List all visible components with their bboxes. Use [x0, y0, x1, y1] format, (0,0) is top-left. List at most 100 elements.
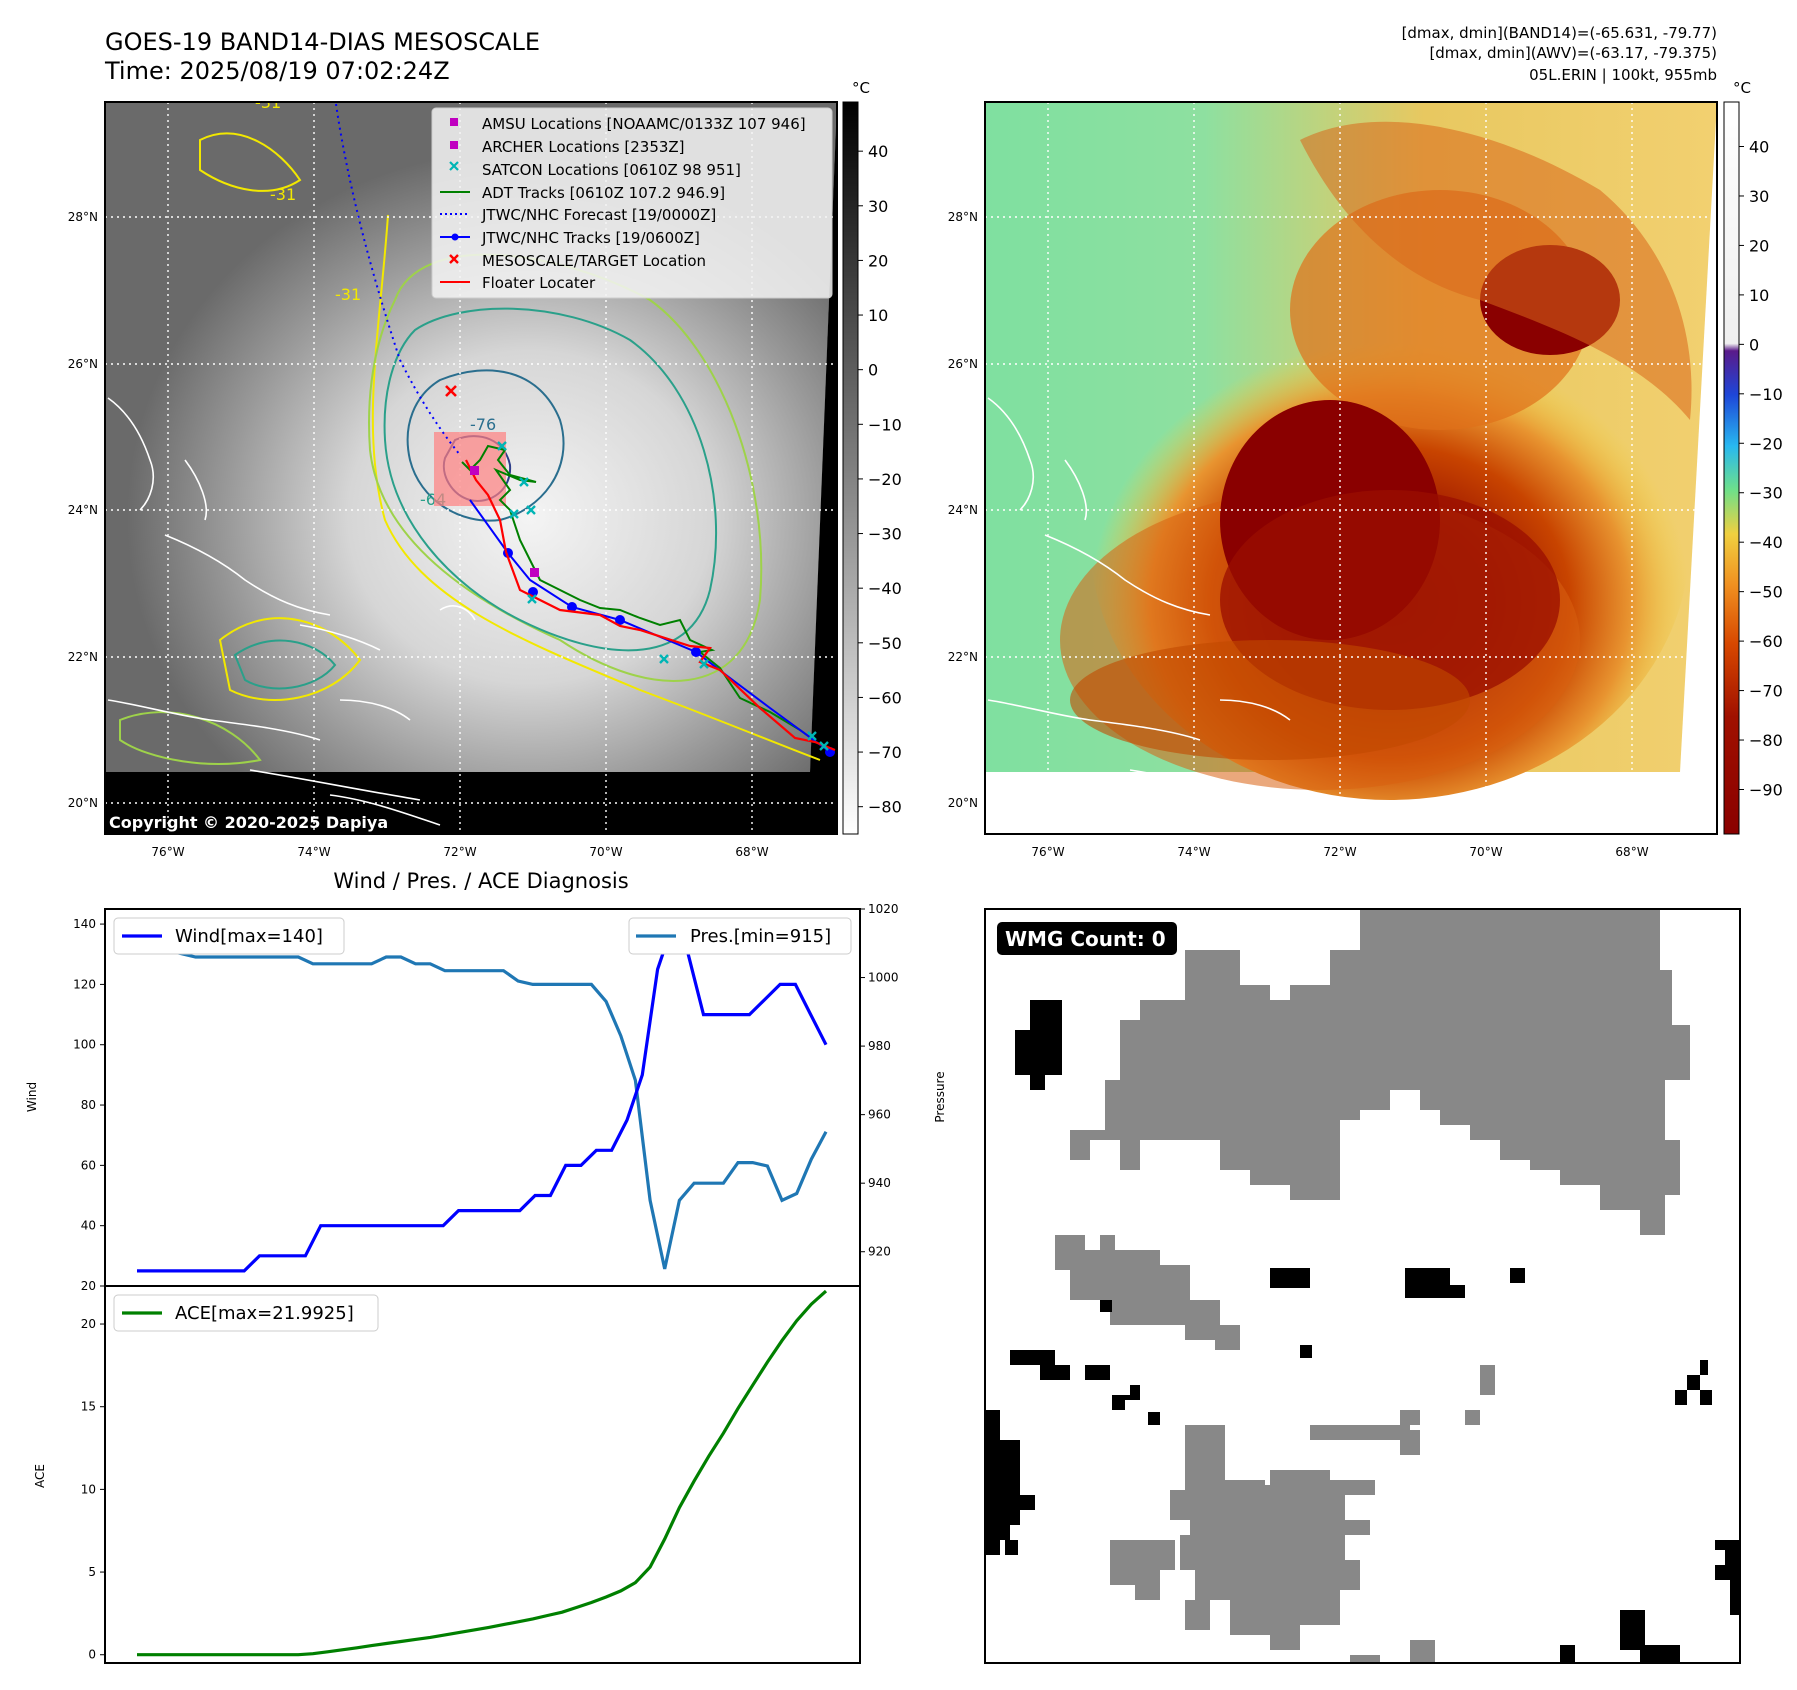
lat-label: 20°N — [948, 796, 978, 810]
figure-title-line2: Time: 2025/08/19 07:02:24Z — [104, 57, 450, 85]
contour-label: -31 — [270, 185, 296, 204]
legend-label: ACE[max=21.9925] — [175, 1303, 354, 1324]
y2-tick-label: 1000 — [868, 971, 899, 985]
colorbar-tick-label: 30 — [868, 197, 888, 216]
map-legend: AMSU Locations [NOAAMC/0133Z 107 946] AR… — [431, 107, 833, 299]
jtwc-forecast-track — [335, 103, 461, 456]
lon-label: 70°W — [589, 845, 622, 859]
lat-label: 28°N — [948, 210, 978, 224]
ace-chart: 0 5 10 15 20 ACE ACE[max=21.9925] — [33, 1285, 861, 1664]
archer-marker — [470, 466, 479, 475]
satcon-marker — [497, 441, 507, 451]
y-tick-label: 5 — [88, 1565, 96, 1579]
satcon-marker — [699, 659, 709, 669]
contour-label: -76 — [470, 415, 496, 434]
colorbar-tick-label: 10 — [868, 306, 888, 325]
y-tick-label: 60 — [81, 1158, 96, 1172]
colorbar-tick-label: −70 — [1749, 682, 1783, 701]
colorbar-tick-label: −60 — [868, 688, 902, 707]
satcon-marker — [509, 509, 519, 519]
lon-label: 72°W — [1323, 845, 1356, 859]
copyright-label: Copyright © 2020-2025 Dapiya — [109, 813, 388, 832]
wind-legend: Wind[max=140] — [113, 917, 345, 955]
legend-label: JTWC/NHC Tracks [19/0600Z] — [481, 229, 700, 247]
pressure-series-line — [137, 928, 828, 1270]
y-tick-label: 15 — [81, 1400, 96, 1414]
lat-label: 26°N — [68, 357, 98, 371]
colorbar-unit: °C — [1733, 79, 1751, 97]
y-tick-label: 20 — [81, 1279, 96, 1293]
mesoscale-target-marker — [445, 385, 457, 397]
wind-pressure-chart: 140 120 100 80 60 40 20 1020 1000 980 960 940 920 W… — [25, 902, 947, 1293]
satcon-marker — [519, 477, 529, 487]
legend-label: SATCON Locations [0610Z 98 951] — [482, 161, 741, 179]
lon-label: 74°W — [297, 845, 330, 859]
ace-axis-label: ACE — [33, 1464, 47, 1488]
colorbar-tick-label: −30 — [1749, 484, 1783, 503]
colorbar-tick-label: −90 — [1749, 780, 1783, 799]
colorbar-tick-label: −70 — [868, 743, 902, 762]
lat-label: 24°N — [68, 503, 98, 517]
lat-label: 20°N — [68, 796, 98, 810]
pressure-legend: Pres.[min=915] — [628, 917, 852, 955]
satcon-marker — [527, 594, 537, 604]
colorbar-tick-label: −20 — [1749, 434, 1783, 453]
ir-map-panel: -31 -31 -76 -64 -31 — [68, 93, 838, 859]
colorbar-right: °C 40 30 20 10 0 −10 −20 −30 −40 −50 −60 −70 −80 −90 — [1723, 79, 1783, 835]
y-tick-label: 40 — [81, 1219, 96, 1233]
figure-title-line1: GOES-19 BAND14-DIAS MESOSCALE — [105, 28, 540, 56]
contour-label: -31 — [335, 285, 361, 304]
colorbar-tick-label: 0 — [868, 361, 878, 380]
colorbar-tick-label: −60 — [1749, 632, 1783, 651]
y2-tick-label: 920 — [868, 1245, 891, 1259]
contour-label: -31 — [255, 93, 281, 112]
legend-label: Wind[max=140] — [175, 926, 323, 947]
y-tick-label: 120 — [73, 977, 96, 991]
y2-tick-label: 980 — [868, 1039, 891, 1053]
satcon-marker — [819, 741, 829, 751]
amsu-marker — [530, 568, 539, 577]
colorbar-tick-label: 40 — [868, 142, 888, 161]
lon-label: 72°W — [443, 845, 476, 859]
y2-tick-label: 960 — [868, 1108, 891, 1122]
pressure-axis-label: Pressure — [933, 1071, 947, 1122]
colorbar-tick-label: −80 — [1749, 731, 1783, 750]
info-line2: [dmax, dmin](AWV)=(-63.17, -79.375) — [1429, 44, 1717, 62]
wind-axis-label: Wind — [25, 1082, 39, 1112]
info-line3: 05L.ERIN | 100kt, 955mb — [1529, 66, 1717, 84]
lat-label: 22°N — [68, 650, 98, 664]
y-tick-label: 100 — [73, 1038, 96, 1052]
jtwc-track-point — [615, 615, 625, 625]
ace-series-line — [137, 1289, 828, 1657]
legend-label: Pres.[min=915] — [690, 926, 831, 947]
lat-label: 22°N — [948, 650, 978, 664]
colorbar-tick-label: −50 — [868, 634, 902, 653]
satcon-marker — [526, 505, 536, 515]
lon-label: 76°W — [1031, 845, 1064, 859]
wmg-count-label: WMG Count: 0 — [1005, 927, 1166, 951]
legend-label: JTWC/NHC Forecast [19/0000Z] — [481, 206, 716, 224]
colorbar-tick-label: −80 — [868, 798, 902, 817]
info-line1: [dmax, dmin](BAND14)=(-65.631, -79.77) — [1402, 24, 1717, 42]
colorbar-tick-label: 40 — [1749, 138, 1769, 157]
y-tick-label: 80 — [81, 1098, 96, 1112]
y-tick-label: 140 — [73, 917, 96, 931]
colorbar-tick-label: −30 — [868, 525, 902, 544]
colorbar-tick-label: −10 — [868, 415, 902, 434]
colorbar-tick-label: 30 — [1749, 187, 1769, 206]
lon-label: 70°W — [1469, 845, 1502, 859]
lat-label: 28°N — [68, 210, 98, 224]
lon-label: 68°W — [735, 845, 768, 859]
colorbar-tick-label: 10 — [1749, 286, 1769, 305]
y-tick-label: 0 — [88, 1648, 96, 1662]
legend-label: Floater Locater — [482, 274, 596, 292]
colorbar-tick-label: −40 — [868, 579, 902, 598]
colorbar-tick-label: 20 — [868, 251, 888, 270]
colorbar-left: °C 40 30 20 10 0 −10 −20 −30 −40 −50 −60 −70 −80 — [842, 79, 902, 835]
jtwc-track-point — [691, 647, 701, 657]
colorbar-unit: °C — [852, 79, 870, 97]
colorbar-tick-label: −20 — [868, 470, 902, 489]
satcon-marker — [659, 654, 669, 664]
legend-label: ARCHER Locations [2353Z] — [482, 138, 685, 156]
